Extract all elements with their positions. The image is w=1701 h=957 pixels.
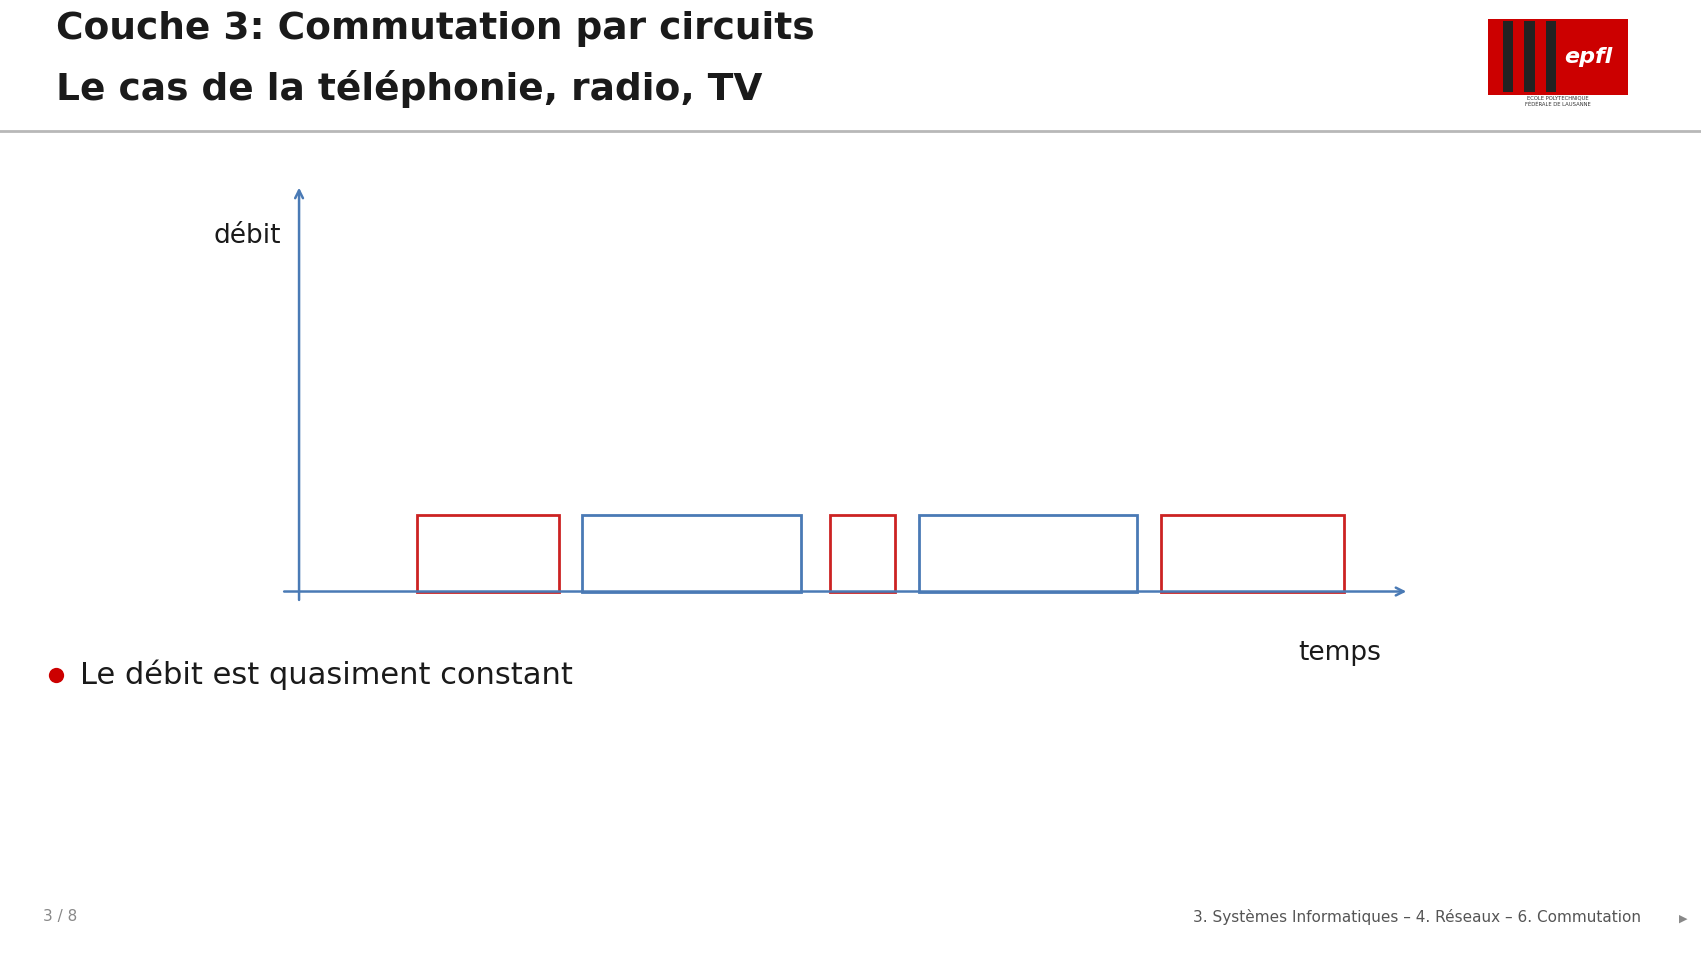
Bar (1488, 19, 1628, 95)
Bar (1546, 21, 1556, 93)
Bar (1502, 21, 1514, 93)
Text: ▶: ▶ (1679, 913, 1687, 924)
Text: débit: débit (214, 223, 281, 249)
Bar (417, 515, 558, 591)
Text: Couche 3: Commutation par circuits: Couche 3: Commutation par circuits (56, 11, 815, 47)
Text: temps: temps (1298, 640, 1381, 666)
Text: Le débit est quasiment constant: Le débit est quasiment constant (80, 659, 573, 690)
Text: 3 / 8: 3 / 8 (43, 909, 77, 924)
Bar (919, 515, 1136, 591)
Bar (1524, 21, 1534, 93)
Bar (830, 515, 895, 591)
Text: Le cas de la téléphonie, radio, TV: Le cas de la téléphonie, radio, TV (56, 70, 762, 108)
Text: epfl: epfl (1565, 47, 1613, 67)
Text: 3. Systèmes Informatiques – 4. Réseaux – 6. Commutation: 3. Systèmes Informatiques – 4. Réseaux –… (1194, 909, 1641, 924)
Bar (1160, 515, 1344, 591)
Bar (582, 515, 801, 591)
Text: ECOLE POLYTECHNIQUE
FÉDÉRALE DE LAUSANNE: ECOLE POLYTECHNIQUE FÉDÉRALE DE LAUSANNE (1526, 96, 1590, 107)
